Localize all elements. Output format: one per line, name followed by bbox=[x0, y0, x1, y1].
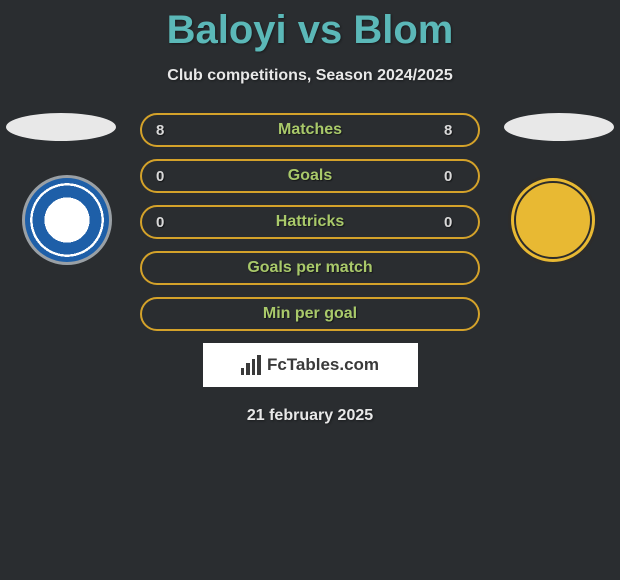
stat-row-goals: 0 Goals 0 bbox=[140, 159, 480, 193]
stat-row-matches: 8 Matches 8 bbox=[140, 113, 480, 147]
stat-label: Goals bbox=[288, 167, 332, 185]
stat-row-goals-per-match: Goals per match bbox=[140, 251, 480, 285]
stat-row-min-per-goal: Min per goal bbox=[140, 297, 480, 331]
stat-label: Min per goal bbox=[263, 305, 357, 323]
club-badge-right bbox=[508, 175, 598, 265]
date-label: 21 february 2025 bbox=[0, 407, 620, 425]
stat-label: Goals per match bbox=[247, 259, 372, 277]
stat-label: Hattricks bbox=[276, 213, 344, 231]
stat-left-value: 0 bbox=[156, 168, 176, 185]
stat-right-value: 8 bbox=[444, 122, 464, 139]
club-badge-left bbox=[22, 175, 112, 265]
watermark: FcTables.com bbox=[203, 343, 418, 387]
page-title: Baloyi vs Blom bbox=[0, 0, 620, 53]
stats-table: 8 Matches 8 0 Goals 0 0 Hattricks 0 Goal… bbox=[140, 113, 480, 331]
stat-label: Matches bbox=[278, 121, 342, 139]
stat-left-value: 0 bbox=[156, 214, 176, 231]
chart-icon bbox=[241, 355, 261, 375]
player-photo-right bbox=[504, 113, 614, 141]
stat-left-value: 8 bbox=[156, 122, 176, 139]
comparison-content: 8 Matches 8 0 Goals 0 0 Hattricks 0 Goal… bbox=[0, 113, 620, 425]
stat-right-value: 0 bbox=[444, 214, 464, 231]
stat-right-value: 0 bbox=[444, 168, 464, 185]
watermark-text: FcTables.com bbox=[267, 355, 379, 375]
stat-row-hattricks: 0 Hattricks 0 bbox=[140, 205, 480, 239]
subtitle: Club competitions, Season 2024/2025 bbox=[0, 67, 620, 85]
player-photo-left bbox=[6, 113, 116, 141]
